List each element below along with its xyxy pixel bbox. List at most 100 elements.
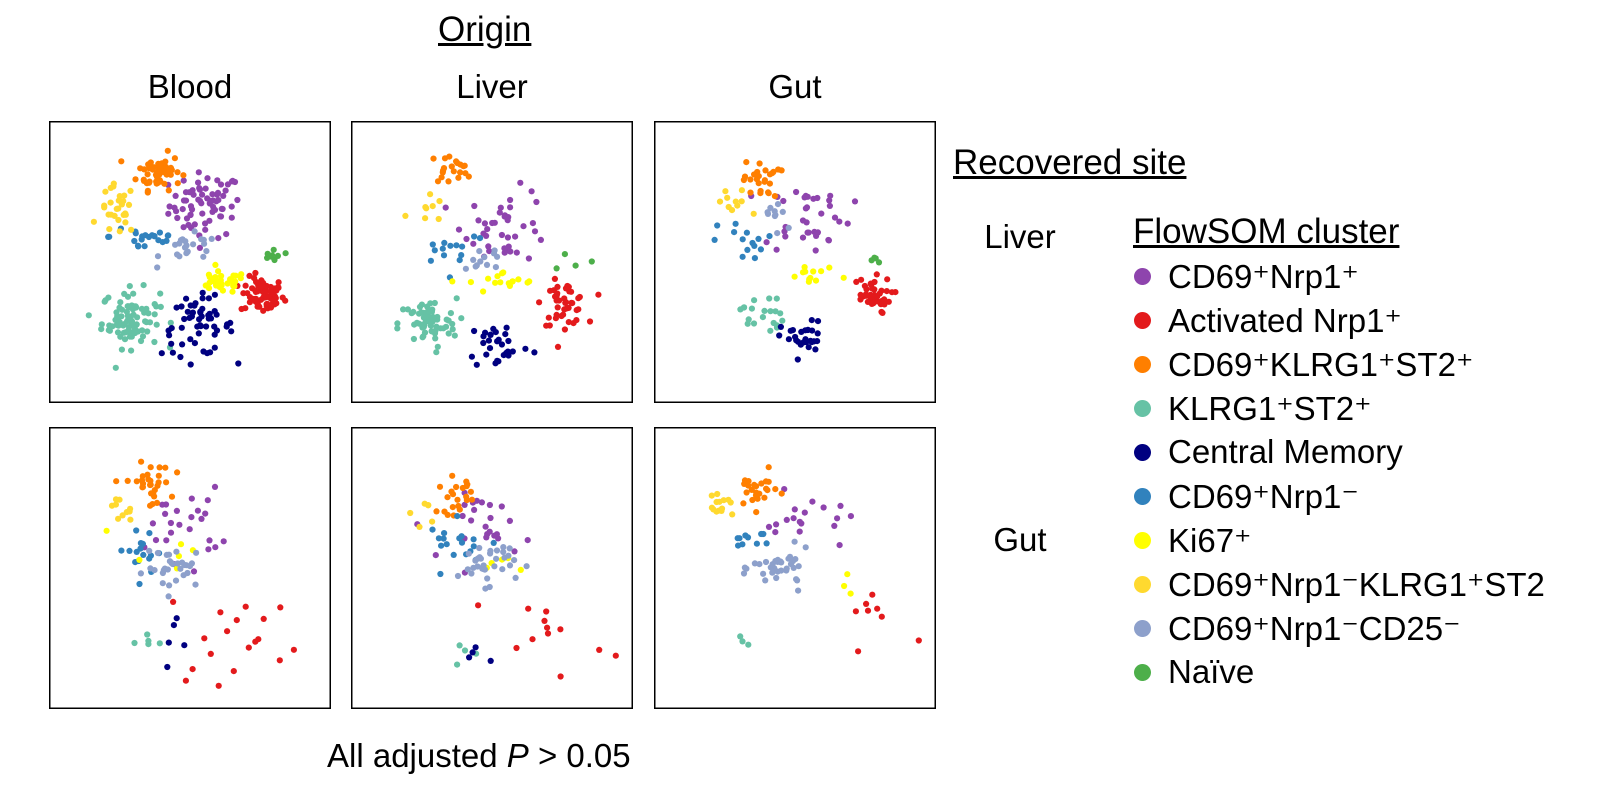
point-ki67 [217,277,224,284]
legend-swatch [1134,355,1151,373]
point-cd69_nrp1_pos [478,499,485,506]
point-cd69_nrp1neg_cd25neg [454,572,462,580]
point-cd69_klrg1_st2 [162,163,169,170]
point-cd69_klrg1_st2 [162,158,169,165]
point-cd69_nrp1_pos [187,211,194,218]
point-klrg1_st2 [759,314,766,321]
point-central_memory [798,328,805,335]
point-cd69_nrp1_pos [214,177,221,184]
point-cd69_nrp1_neg [118,547,125,554]
point-cd69_nrp1_pos [772,529,779,536]
point-cd69_nrp1_pos [206,537,213,544]
point-central_memory [173,615,180,622]
point-cd69_nrp1neg_klrg1_st2 [112,496,120,503]
point-cd69_nrp1_pos [195,179,202,186]
point-cd69_klrg1_st2 [457,169,464,176]
point-cd69_nrp1_neg [757,246,764,253]
point-cd69_klrg1_st2 [138,458,145,465]
point-klrg1_st2 [770,319,777,327]
point-cd69_nrp1neg_cd25neg [484,575,491,582]
point-cd69_nrp1_pos [765,523,773,530]
point-klrg1_st2 [132,303,139,310]
point-activated_nrp1 [201,635,208,642]
point-naive [561,251,568,258]
point-klrg1_st2 [126,313,133,320]
legend-swatch [1134,443,1151,461]
point-klrg1_st2 [745,316,752,323]
point-klrg1_st2 [130,321,138,328]
point-central_memory [170,622,177,629]
point-cd69_nrp1neg_cd25neg [482,585,489,592]
point-klrg1_st2 [142,318,149,325]
point-klrg1_st2 [98,326,105,333]
point-cd69_nrp1neg_cd25neg [785,224,792,231]
point-activated_nrp1 [546,322,553,329]
point-central_memory [787,327,794,334]
point-central_memory [197,308,204,315]
scatter-panel-liver-to-liver [351,121,633,403]
point-cd69_klrg1_st2 [456,506,463,513]
point-cd69_nrp1neg_cd25neg [783,567,790,574]
point-cd69_nrp1neg_cd25neg [764,210,772,217]
point-klrg1_st2 [751,297,758,304]
point-cd69_klrg1_st2 [440,167,447,174]
point-klrg1_st2 [420,323,427,330]
point-cd69_nrp1neg_klrg1_st2 [105,211,112,218]
point-cd69_nrp1neg_klrg1_st2 [128,226,135,233]
point-cd69_nrp1neg_cd25neg [192,581,199,588]
point-cd69_nrp1_pos [487,514,494,522]
point-klrg1_st2 [141,309,148,316]
point-cd69_nrp1_pos [489,219,496,227]
point-klrg1_st2 [106,327,113,334]
point-cd69_nrp1_pos [223,231,230,238]
point-activated_nrp1 [230,668,237,675]
point-cd69_nrp1_pos [159,501,166,508]
point-cd69_nrp1neg_klrg1_st2 [108,502,116,509]
point-cd69_nrp1_pos [482,523,489,530]
footer-note: All adjusted P > 0.05 [327,737,631,775]
legend-label: Activated Nrp1⁺ [1168,301,1402,339]
point-cd69_nrp1_neg [751,255,758,262]
point-naive [588,258,595,265]
point-cd69_nrp1_pos [167,519,174,527]
point-klrg1_st2 [156,640,163,647]
point-central_memory [204,350,211,357]
legend-swatch [1134,575,1151,593]
point-klrg1_st2 [116,304,123,311]
point-cd69_nrp1_neg [147,552,154,559]
point-central_memory [505,337,512,345]
point-klrg1_st2 [427,322,434,329]
point-cd69_nrp1_pos [533,198,540,206]
point-activated_nrp1 [545,314,552,321]
point-klrg1_st2 [139,333,147,340]
point-central_memory [165,327,172,334]
column-label-liver: Liver [456,68,528,105]
point-cd69_klrg1_st2 [449,472,456,479]
point-cd69_klrg1_st2 [771,193,778,200]
point-central_memory [228,328,235,335]
point-klrg1_st2 [153,321,160,328]
point-cd69_klrg1_st2 [171,155,178,162]
point-klrg1_st2 [167,319,174,326]
point-klrg1_st2 [449,326,456,333]
point-klrg1_st2 [454,661,461,668]
point-cd69_klrg1_st2 [155,472,162,479]
point-activated_nrp1 [560,311,567,318]
point-cd69_nrp1_pos [468,517,475,524]
point-cd69_nrp1neg_klrg1_st2 [429,518,436,525]
point-klrg1_st2 [432,335,439,342]
point-activated_nrp1 [852,608,859,615]
legend-item-activated_nrp1: Activated Nrp1⁺ [1130,298,1402,342]
point-cd69_nrp1neg_cd25neg [785,555,792,562]
point-cd69_nrp1_neg [437,570,444,578]
point-cd69_nrp1_pos [782,233,789,240]
point-cd69_klrg1_st2 [174,469,181,476]
point-activated_nrp1 [570,320,577,327]
point-activated_nrp1 [565,319,572,326]
point-cd69_klrg1_st2 [147,464,154,471]
point-ki67 [841,582,848,590]
point-cd69_nrp1neg_cd25neg [487,547,494,554]
point-cd69_nrp1_neg [429,526,436,533]
point-central_memory [808,317,815,324]
point-cd69_nrp1_neg [156,229,163,236]
